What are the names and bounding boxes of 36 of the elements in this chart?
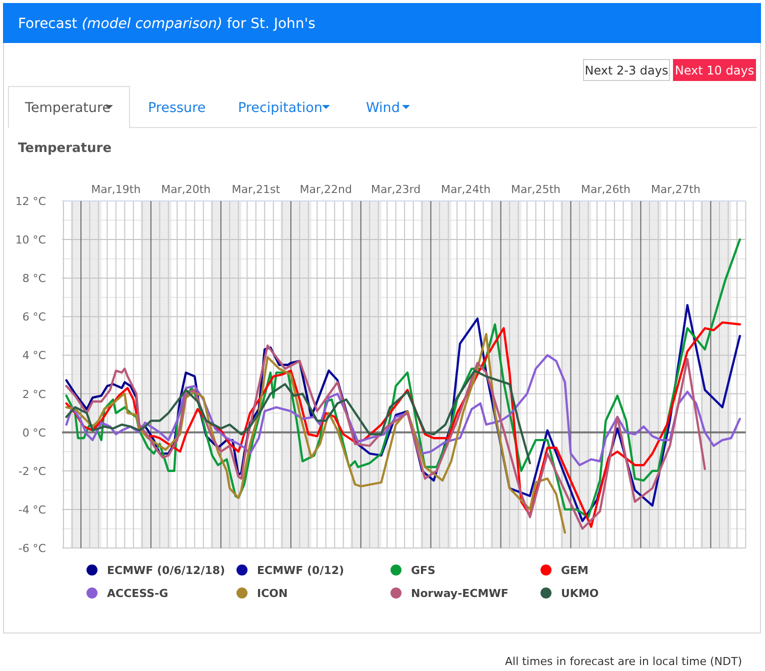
legend-label: ECMWF (0/6/12/18) — [107, 564, 226, 577]
text: Precipitation — [238, 100, 322, 116]
y-tick-label: 2 °C — [22, 388, 46, 401]
text: Next 2-3 days — [584, 64, 668, 78]
x-tick-label: Mar,20th — [161, 183, 211, 196]
text: Temperature — [24, 100, 111, 116]
y-tick-label: -2 °C — [18, 464, 46, 478]
y-tick-label: 12 °C — [15, 195, 46, 208]
text: Wind — [366, 100, 400, 116]
legend-label: ACCESS-G — [107, 587, 168, 600]
legend-label: GFS — [411, 564, 436, 577]
x-tick-label: Mar,27th — [650, 183, 701, 196]
x-tick-label: Mar,26th — [580, 183, 631, 196]
text: Pressure — [148, 100, 206, 116]
legend-label: ECMWF (0/12) — [257, 564, 344, 577]
y-tick-label: 4 °C — [22, 349, 46, 362]
y-tick-label: 10 °C — [15, 234, 46, 247]
text: Next 10 days — [674, 64, 754, 78]
y-tick-label: 0 °C — [22, 426, 46, 440]
y-tick-label: 6 °C — [22, 310, 46, 324]
x-tick-label: Mar,22nd — [300, 183, 352, 196]
legend-label: Norway-ECMWF — [411, 587, 508, 600]
y-tick-label: 8 °C — [22, 272, 46, 286]
y-tick-label: -6 °C — [18, 542, 46, 555]
y-tick-label: -4 °C — [18, 503, 46, 516]
legend-label: UKMO — [561, 587, 599, 600]
legend-label: ICON — [257, 587, 288, 600]
x-tick-label: Mar,19th — [91, 183, 141, 196]
text: All times in forecast are in local time (NDT) — [504, 655, 742, 668]
x-tick-label: Mar,24th — [441, 183, 491, 196]
legend-label: GEM — [561, 564, 588, 577]
x-tick-label: Mar,25th — [511, 183, 561, 196]
chart-title: Forecast (model comparison) for St. John's — [18, 16, 316, 32]
x-tick-label: Mar,21st — [232, 183, 281, 196]
x-tick-label: Mar,23rd — [371, 183, 421, 196]
chart-subtitle: Temperature — [18, 141, 112, 156]
